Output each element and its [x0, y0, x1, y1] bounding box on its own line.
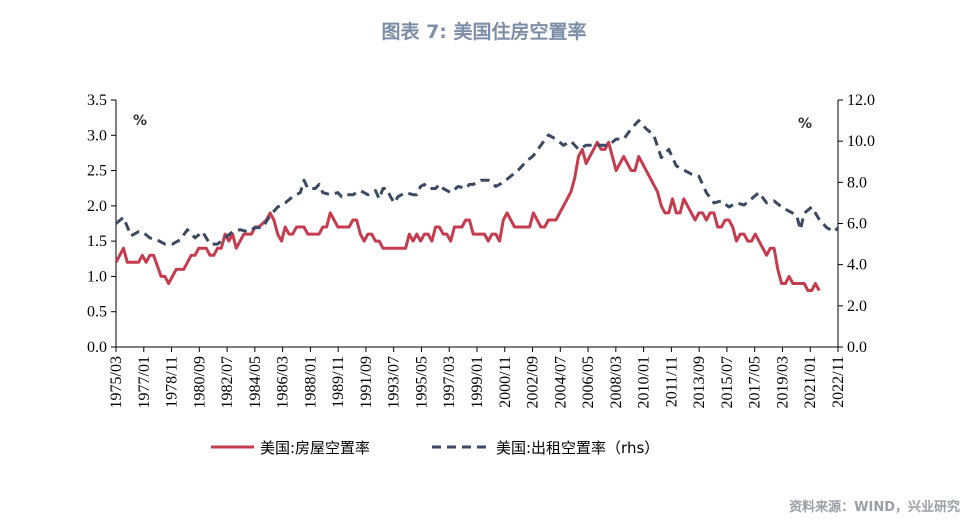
right-tick-label: 2.0	[847, 298, 867, 315]
series-layer	[114, 119, 840, 292]
x-tick-label: 2011/11	[663, 356, 680, 407]
x-tick-label: 1986/03	[275, 356, 292, 408]
right-tick-label: 12.0	[847, 92, 875, 109]
chart-title: 图表 7: 美国住房空置率	[381, 20, 586, 43]
x-tick-label: 1978/11	[164, 356, 181, 408]
x-tick-label: 1982/07	[219, 356, 236, 408]
x-tick-label: 1991/09	[358, 356, 375, 408]
x-tick-label: 1977/01	[136, 356, 153, 408]
left-tick-label: 1.0	[87, 268, 107, 285]
x-tick-label: 1975/03	[108, 356, 125, 408]
right-tick-label: 6.0	[847, 216, 867, 233]
x-tick-label: 1988/01	[302, 356, 319, 408]
right-tick-label: 10.0	[847, 133, 875, 150]
x-tick-label: 2006/05	[580, 356, 597, 408]
source-note: 资料来源：WIND，兴业研究	[789, 499, 960, 515]
x-tick-label: 2022/11	[830, 356, 847, 408]
x-tick-label: 1999/01	[469, 356, 486, 408]
x-tick-label: 2013/09	[691, 356, 708, 408]
x-tick-label: 1995/05	[413, 356, 430, 408]
x-tick-label: 1980/09	[191, 356, 208, 408]
legend-label-house: 美国:房屋空置率	[260, 439, 370, 457]
right-axis-unit: %	[798, 116, 812, 132]
x-tick-label: 1993/07	[386, 356, 403, 408]
legend-label-rental: 美国:出租空置率（rhs）	[496, 439, 659, 457]
right-tick-label: 4.0	[847, 257, 867, 274]
left-tick-label: 2.0	[87, 198, 107, 215]
left-tick-label: 1.5	[87, 233, 107, 250]
left-axis-unit: %	[133, 113, 147, 129]
x-tick-label: 2019/03	[774, 356, 791, 408]
x-tick-label: 2004/07	[552, 356, 569, 408]
x-tick-label: 1997/03	[441, 356, 458, 408]
x-tick-label: 2015/07	[719, 356, 736, 408]
x-tick-label: 1989/11	[330, 356, 347, 408]
x-tick-label: 2021/01	[802, 356, 819, 408]
x-tick-label: 2010/01	[636, 356, 653, 408]
chart-axes: 0.0 0.5 1.0 1.5 2.0 2.5 3.0 3.5 0.0 2.0 4.0 6.0 8.0 1…	[87, 92, 875, 408]
x-tick-label: 2017/05	[747, 356, 764, 408]
right-tick-label: 0.0	[847, 339, 867, 356]
x-tick-label: 1984/05	[247, 356, 264, 408]
left-tick-label: 0.0	[87, 339, 107, 356]
series-line-house-vacancy	[114, 140, 821, 292]
left-tick-label: 2.5	[87, 163, 107, 180]
left-tick-label: 0.5	[87, 304, 107, 321]
left-tick-label: 3.0	[87, 127, 107, 144]
right-tick-label: 8.0	[847, 174, 867, 191]
series-line-rental-vacancy	[115, 119, 840, 246]
x-tick-label: 2002/09	[525, 356, 542, 408]
x-tick-label: 2008/03	[608, 356, 625, 408]
chart-legend: 美国:房屋空置率 美国:出租空置率（rhs）	[211, 439, 659, 457]
x-tick-label: 2000/11	[497, 356, 514, 408]
left-tick-label: 3.5	[87, 92, 107, 109]
